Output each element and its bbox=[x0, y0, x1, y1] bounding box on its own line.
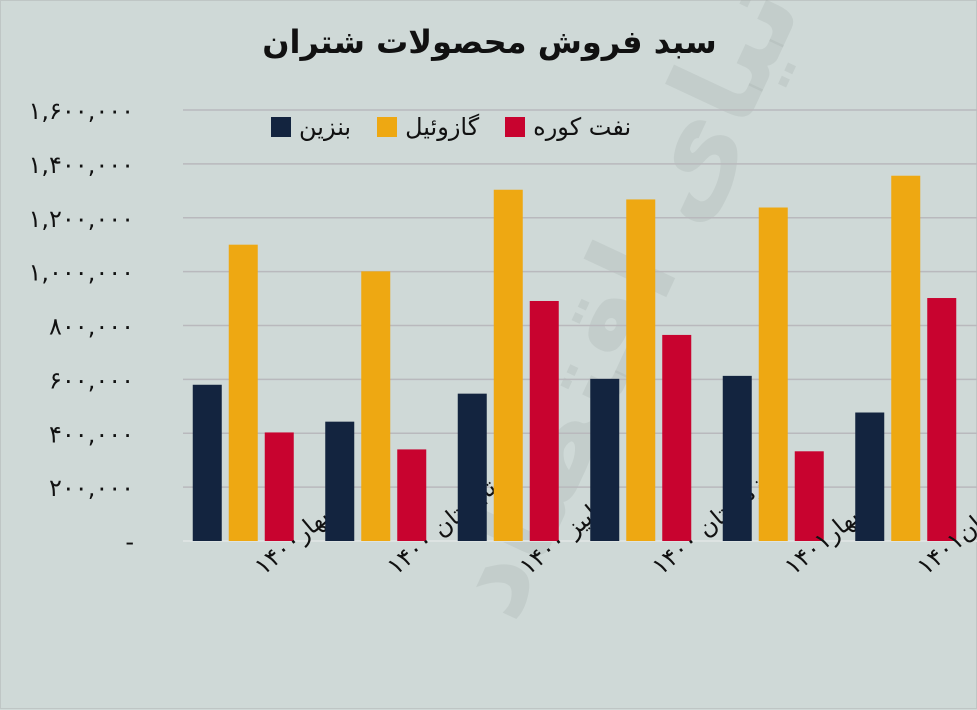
y-tick-label: ۲۰۰,۰۰۰ bbox=[49, 474, 134, 502]
y-tick-label: ۱,۴۰۰,۰۰۰ bbox=[29, 151, 135, 179]
chart-title: سبد فروش محصولات شتران bbox=[262, 23, 717, 61]
bar-3 bbox=[264, 432, 294, 541]
bar-2 bbox=[228, 244, 258, 541]
bar-1 bbox=[325, 421, 355, 541]
bar-3 bbox=[397, 449, 427, 541]
legend-label: نفت کوره bbox=[533, 113, 632, 141]
bar-3 bbox=[927, 298, 957, 541]
bar-1 bbox=[590, 378, 620, 541]
legend-swatch bbox=[271, 117, 291, 137]
legend-label: بنزین bbox=[299, 113, 352, 141]
bar-2 bbox=[891, 175, 921, 542]
bar-3 bbox=[529, 300, 559, 541]
y-tick-label: ۱,۲۰۰,۰۰۰ bbox=[29, 205, 135, 233]
bar-3 bbox=[662, 334, 692, 541]
legend: بنزین گازوئیل نفت کوره bbox=[271, 113, 631, 141]
bar-2 bbox=[758, 207, 788, 542]
bar-3 bbox=[794, 451, 824, 541]
bar-1 bbox=[855, 412, 885, 541]
y-tick-label: ۱,۰۰۰,۰۰۰ bbox=[29, 259, 135, 287]
bar-2 bbox=[493, 189, 523, 542]
y-tick-label: ۶۰۰,۰۰۰ bbox=[49, 366, 134, 394]
legend-item-gasoil: گازوئیل bbox=[377, 113, 479, 141]
bar-2 bbox=[626, 199, 656, 541]
bar-1 bbox=[457, 393, 487, 541]
legend-swatch bbox=[377, 117, 398, 137]
y-tick-label: - bbox=[125, 528, 134, 556]
y-tick-label: ۸۰۰,۰۰۰ bbox=[49, 313, 134, 341]
y-tick-label: ۴۰۰,۰۰۰ bbox=[49, 420, 134, 448]
legend-label: گازوئیل bbox=[405, 113, 480, 141]
y-tick-label: ۱,۶۰۰,۰۰۰ bbox=[29, 97, 135, 125]
bar-1 bbox=[192, 384, 222, 541]
bar-1 bbox=[722, 375, 752, 541]
legend-item-fueloil: نفت کوره bbox=[505, 113, 631, 141]
bar-2 bbox=[361, 271, 391, 541]
legend-swatch bbox=[505, 117, 526, 137]
legend-item-benzin: بنزین bbox=[271, 113, 351, 141]
